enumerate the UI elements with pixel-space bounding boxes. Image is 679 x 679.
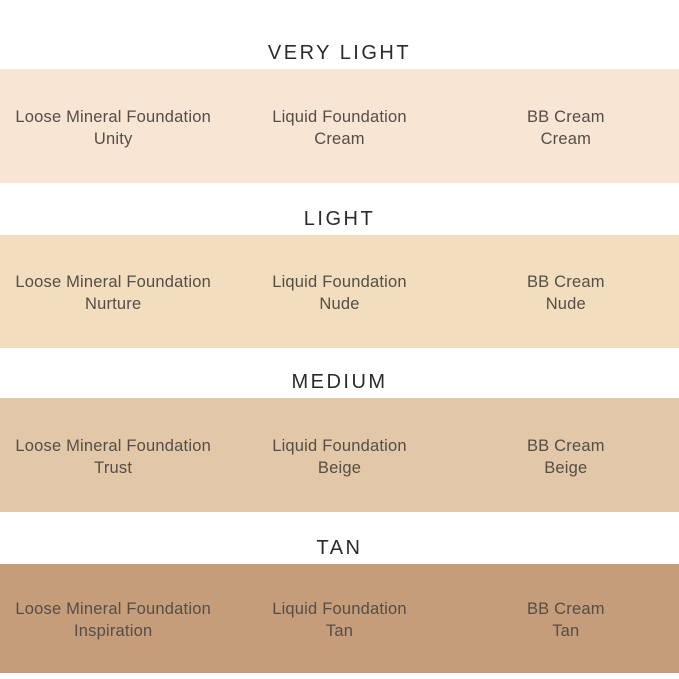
section-very-light-heading-area: VERY LIGHT [0, 0, 679, 69]
section-heading-very-light: VERY LIGHT [267, 42, 412, 64]
shade-band-very-light: Loose Mineral Foundation Unity Liquid Fo… [0, 69, 679, 183]
shade-name: Unity [93, 129, 133, 148]
shade-name: Tan [325, 622, 354, 640]
shade-name: Nurture [84, 295, 142, 313]
product-name: Liquid Foundation [272, 273, 407, 291]
product-cell: Liquid Foundation Cream [226, 103, 452, 150]
shade-name: Nude [545, 295, 586, 313]
product-cell: BB Cream Cream [453, 103, 679, 150]
shade-band-tan: Loose Mineral Foundation Inspiration Liq… [0, 564, 679, 673]
shade-name: Nude [319, 295, 360, 313]
shade-band-medium: Loose Mineral Foundation Trust Liquid Fo… [0, 398, 679, 512]
product-name: BB Cream [526, 273, 605, 291]
section-heading-medium: MEDIUM [291, 371, 388, 393]
product-name: Loose Mineral Foundation [15, 107, 211, 126]
product-cell: Loose Mineral Foundation Nurture [0, 268, 226, 315]
shade-band-light: Loose Mineral Foundation Nurture Liquid … [0, 235, 679, 348]
shade-name: Beige [317, 458, 362, 477]
section-heading-light: LIGHT [303, 208, 376, 230]
shade-name: Cream [314, 129, 365, 148]
product-cell: Loose Mineral Foundation Unity [0, 103, 226, 150]
product-name: Liquid Foundation [272, 436, 407, 455]
product-cell: BB Cream Tan [453, 595, 679, 642]
section-heading-tan: TAN [316, 537, 363, 559]
section-tan-heading-area: TAN [0, 512, 679, 564]
product-cell: BB Cream Beige [453, 432, 679, 479]
section-medium-heading-area: MEDIUM [0, 348, 679, 398]
product-cell: Loose Mineral Foundation Inspiration [0, 595, 226, 642]
product-cell: Liquid Foundation Nude [226, 268, 452, 315]
shade-name: Cream [540, 129, 592, 148]
product-name: BB Cream [526, 436, 605, 455]
shade-name: Beige [544, 458, 588, 477]
product-name: Loose Mineral Foundation [15, 273, 211, 291]
shade-name: Trust [94, 458, 133, 477]
product-name: BB Cream [526, 600, 605, 618]
product-name: Loose Mineral Foundation [15, 600, 211, 618]
section-light-heading-area: LIGHT [0, 183, 679, 235]
shade-name: Tan [552, 622, 580, 640]
product-cell: Liquid Foundation Tan [226, 595, 452, 642]
product-name: Liquid Foundation [272, 107, 407, 126]
product-cell: BB Cream Nude [453, 268, 679, 315]
product-name: Loose Mineral Foundation [15, 436, 211, 455]
product-name: Liquid Foundation [272, 600, 407, 618]
product-cell: Liquid Foundation Beige [226, 432, 452, 479]
shade-name: Inspiration [74, 622, 153, 640]
product-name: BB Cream [526, 107, 605, 126]
product-cell: Loose Mineral Foundation Trust [0, 432, 226, 479]
